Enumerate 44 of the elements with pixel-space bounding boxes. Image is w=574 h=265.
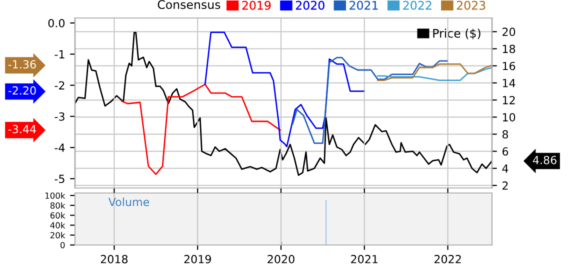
x-tick-label: 2020 [268, 254, 294, 264]
legend-label: 2021 [350, 0, 378, 10]
line-series [377, 63, 492, 81]
y-tick-label: -5 [54, 174, 64, 184]
y-axis-title: Volume [108, 198, 150, 206]
y-tick-label: -1 [54, 50, 64, 58]
line-series [292, 56, 448, 144]
y-tick-label: 60k [50, 212, 66, 219]
x-tick-label: 2019 [184, 254, 211, 264]
y2-tick-label: 18 [502, 44, 516, 54]
y2-tick-label: 8 [502, 130, 508, 139]
y-tick-label: 100k [45, 192, 66, 199]
line-series [121, 84, 281, 175]
y-tick-label: -3 [54, 112, 64, 121]
text: -3.44 [8, 124, 36, 134]
y2-tick-label: 16 [502, 62, 516, 70]
y-tick-label: 40k [50, 222, 66, 228]
legend-label: Price ($) [433, 28, 480, 40]
text: -2.20 [8, 86, 36, 95]
y2-tick-label: 12 [502, 96, 515, 104]
line-series [377, 66, 492, 81]
y-tick-label: 20k [50, 232, 66, 238]
legend-label: 2019 [242, 0, 271, 10]
y-tick-label: 0.0 [48, 18, 65, 28]
y2-tick-label: 4 [502, 164, 508, 173]
y-tick-label: -4 [54, 144, 65, 152]
legend-title: Consensus [158, 0, 220, 10]
y2-tick-label: 20 [502, 28, 516, 36]
x-tick-label: 2021 [351, 254, 378, 264]
text: 4.86 [532, 156, 556, 164]
y-tick-label: -2 [54, 81, 64, 90]
line-series [204, 32, 364, 148]
y2-tick-label: 10 [502, 113, 516, 122]
y-tick-label: 0 [60, 242, 65, 248]
y2-tick-label: 2 [502, 181, 508, 190]
y2-tick-label: 6 [502, 147, 508, 156]
legend-label: 2020 [296, 0, 324, 10]
legend-label: 2023 [456, 0, 486, 10]
text: -1.36 [8, 60, 36, 69]
y-tick-label: 80k [50, 202, 66, 209]
legend-label: 2022 [403, 0, 432, 10]
x-tick-label: 2022 [434, 254, 461, 264]
y2-tick-label: 14 [502, 79, 516, 88]
x-tick-label: 2018 [100, 254, 128, 264]
